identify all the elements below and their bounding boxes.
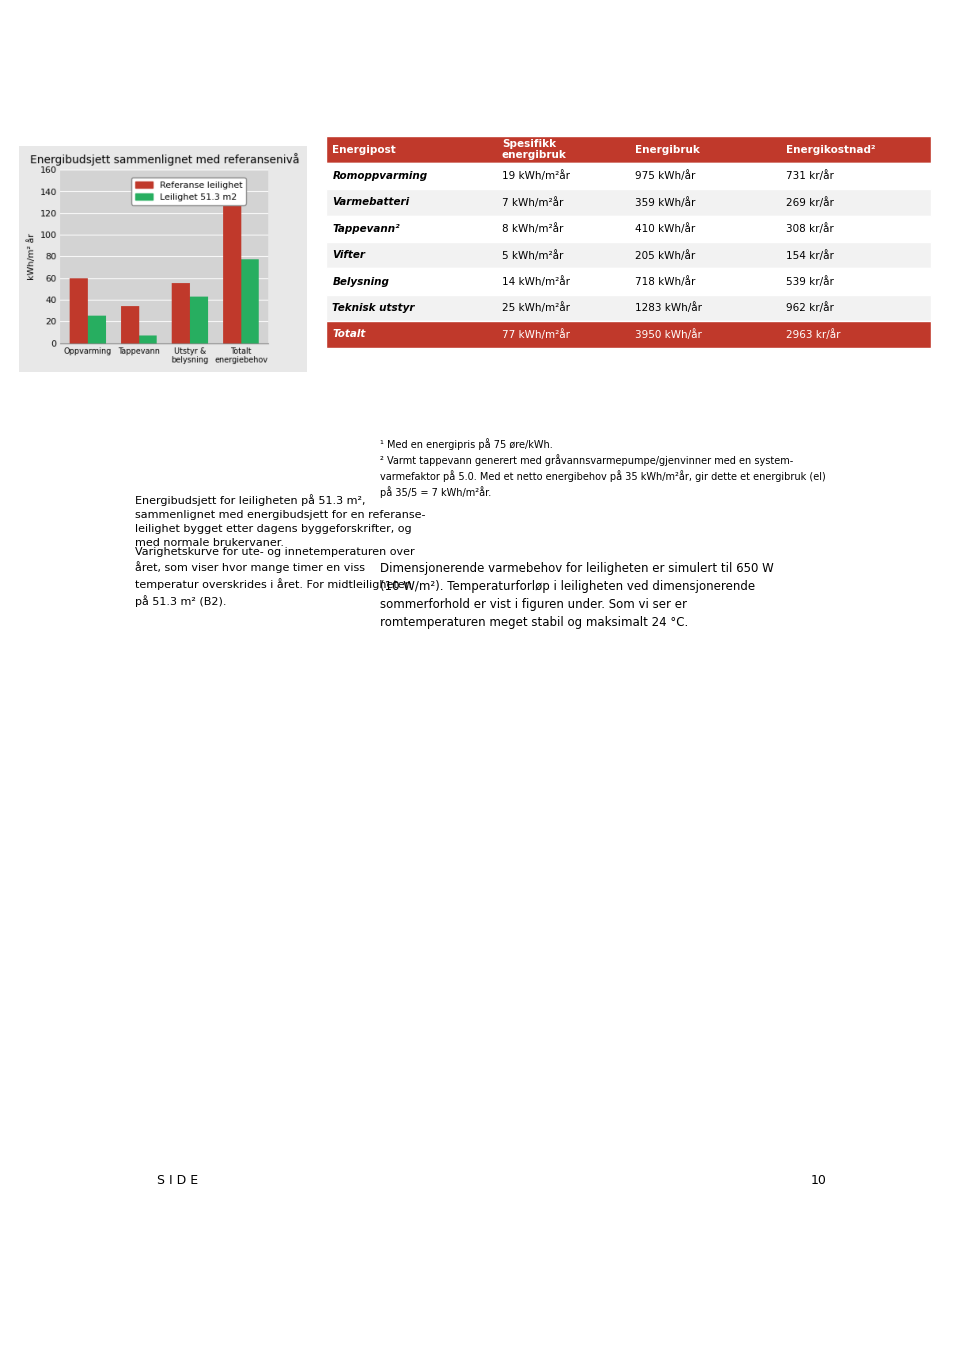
Text: 410 kWh/år: 410 kWh/år bbox=[635, 224, 695, 234]
FancyBboxPatch shape bbox=[326, 162, 931, 189]
Text: Totalt: Totalt bbox=[332, 330, 366, 339]
Text: 539 kr/år: 539 kr/år bbox=[786, 277, 834, 288]
Text: Energibudsjett for leiligheten på 51.3 m²,
sammenlignet med energibudsjett for e: Energibudsjett for leiligheten på 51.3 m… bbox=[134, 495, 425, 548]
Text: Tappevann²: Tappevann² bbox=[332, 224, 400, 233]
Text: Energikostnad²: Energikostnad² bbox=[786, 144, 876, 154]
Text: 77 kWh/m²år: 77 kWh/m²år bbox=[502, 328, 570, 339]
FancyBboxPatch shape bbox=[326, 241, 931, 269]
Text: 205 kWh/år: 205 kWh/år bbox=[635, 249, 695, 260]
Text: 25 kWh/m²år: 25 kWh/m²år bbox=[502, 303, 570, 313]
FancyBboxPatch shape bbox=[326, 269, 931, 294]
Text: 1283 kWh/år: 1283 kWh/år bbox=[635, 303, 702, 313]
Text: 269 kr/år: 269 kr/år bbox=[786, 196, 834, 207]
Text: Spesifikk
energibruk: Spesifikk energibruk bbox=[502, 139, 566, 161]
Text: 308 kr/år: 308 kr/år bbox=[786, 224, 834, 234]
Text: 3950 kWh/år: 3950 kWh/år bbox=[635, 328, 702, 339]
Text: 731 kr/år: 731 kr/år bbox=[786, 170, 834, 181]
Text: 10: 10 bbox=[811, 1174, 827, 1187]
FancyBboxPatch shape bbox=[326, 136, 931, 162]
Text: Teknisk utstyr: Teknisk utstyr bbox=[332, 303, 415, 313]
FancyBboxPatch shape bbox=[326, 189, 931, 215]
Text: ¹ Med en energipris på 75 øre/kWh.
² Varmt tappevann generert med gråvannsvarmep: ¹ Med en energipris på 75 øre/kWh. ² Var… bbox=[380, 439, 827, 497]
Text: 7 kWh/m²år: 7 kWh/m²år bbox=[502, 196, 564, 207]
Text: 5 kWh/m²år: 5 kWh/m²år bbox=[502, 249, 564, 260]
Text: Energibruk: Energibruk bbox=[635, 144, 700, 154]
Text: 962 kr/år: 962 kr/år bbox=[786, 303, 834, 313]
Text: Dimensjonerende varmebehov for leiligheten er simulert til 650 W
(10 W/m²). Temp: Dimensjonerende varmebehov for leilighet… bbox=[380, 563, 774, 630]
FancyBboxPatch shape bbox=[326, 294, 931, 322]
Text: Tabellen nedenfor viser simulert energibruk for leiligheten på 51.4
m² i B2. Tot: Tabellen nedenfor viser simulert energib… bbox=[380, 189, 785, 281]
Text: 14 kWh/m²år: 14 kWh/m²år bbox=[502, 277, 570, 288]
Text: Vifter: Vifter bbox=[332, 251, 366, 260]
Text: Belysning: Belysning bbox=[332, 277, 390, 286]
Text: 8 kWh/m²år: 8 kWh/m²år bbox=[502, 224, 564, 234]
FancyBboxPatch shape bbox=[326, 215, 931, 241]
Text: Varighetskurve for ute- og innetemperaturen over
året, som viser hvor mange time: Varighetskurve for ute- og innetemperatu… bbox=[134, 547, 415, 607]
Text: Varmebatteri: Varmebatteri bbox=[332, 198, 410, 207]
Text: 975 kWh/år: 975 kWh/år bbox=[635, 170, 695, 181]
Text: 359 kWh/år: 359 kWh/år bbox=[635, 196, 695, 207]
Text: S I D E: S I D E bbox=[157, 1174, 199, 1187]
Text: Simulert energibruk: Simulert energibruk bbox=[380, 274, 498, 286]
Text: 718 kWh/år: 718 kWh/år bbox=[635, 277, 695, 288]
Text: Energipost: Energipost bbox=[332, 144, 396, 154]
Text: 154 kr/år: 154 kr/år bbox=[786, 249, 834, 260]
Text: 2963 kr/år: 2963 kr/år bbox=[786, 328, 841, 339]
Text: 19 kWh/m²år: 19 kWh/m²år bbox=[502, 170, 570, 181]
Text: Romoppvarming: Romoppvarming bbox=[332, 170, 427, 181]
FancyBboxPatch shape bbox=[326, 322, 931, 348]
